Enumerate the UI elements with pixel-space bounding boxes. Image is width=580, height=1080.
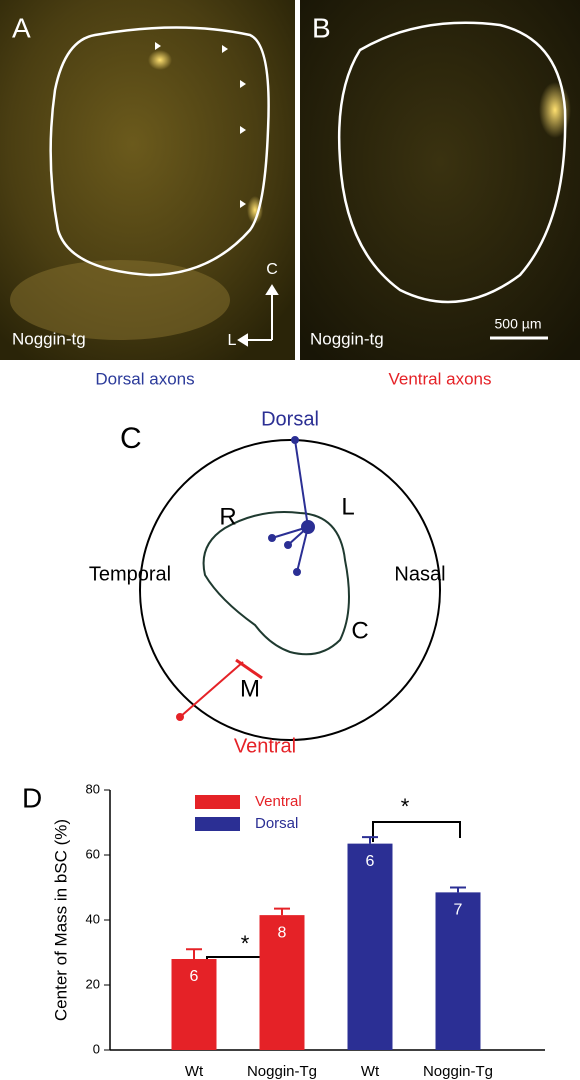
legend-label: Dorsal	[255, 815, 298, 832]
temporal-label: Temporal	[89, 563, 171, 585]
y-axis-title: Center of Mass in bSC (%)	[51, 819, 70, 1021]
micrograph-b	[300, 0, 580, 360]
l-label: L	[341, 493, 354, 520]
y-tick-label: 60	[86, 846, 100, 861]
axon-glow	[148, 50, 172, 70]
bar	[347, 843, 393, 1050]
dorsal-vectors	[268, 436, 315, 576]
x-tick-label: Noggin-Tg	[423, 1063, 493, 1080]
r-label: R	[219, 503, 236, 530]
outline	[337, 21, 567, 304]
c-label: C	[351, 617, 368, 644]
panel-label: Noggin-tg	[12, 329, 86, 348]
inner-outline	[202, 511, 350, 656]
legend-label: Ventral	[255, 793, 302, 810]
outline	[49, 26, 270, 277]
nasal-label: Nasal	[394, 563, 445, 585]
orientation-arrows	[237, 284, 279, 347]
panel-letter: A	[12, 12, 31, 43]
y-tick-label: 40	[86, 911, 100, 926]
x-tick-label: Wt	[185, 1063, 204, 1080]
legend-swatch	[195, 795, 240, 809]
y-tick-label: 20	[86, 976, 100, 991]
x-tick-label: Noggin-Tg	[247, 1063, 317, 1080]
panel-label: Noggin-tg	[310, 329, 384, 348]
y-tick-label: 0	[93, 1041, 100, 1056]
background-glow	[10, 260, 230, 340]
x-tick-label: Wt	[361, 1063, 380, 1080]
axis-label: C	[266, 261, 278, 278]
significance-brackets	[206, 821, 461, 990]
bar	[435, 892, 481, 1050]
bar	[259, 915, 305, 1050]
significance: *	[241, 931, 250, 956]
axis-label: L	[228, 332, 237, 349]
m-label: M	[240, 675, 260, 702]
caption: Ventral axons	[388, 369, 491, 388]
bar	[171, 959, 217, 1050]
caption: Dorsal axons	[95, 369, 194, 388]
outer-circle	[139, 439, 441, 741]
n-label: 6	[366, 853, 375, 870]
dorsal-label: Dorsal	[261, 408, 319, 430]
n-label: 7	[454, 902, 463, 919]
ventral-label: Ventral	[234, 735, 296, 757]
arrowheads	[155, 42, 246, 208]
panel-letter: D	[22, 782, 42, 813]
scale-bar-label: 500 µm	[495, 316, 542, 332]
panel-letter: B	[312, 12, 331, 43]
panel-letter: C	[120, 422, 142, 455]
legend-swatch	[195, 817, 240, 831]
ventral-vector	[176, 658, 263, 721]
n-label: 8	[278, 924, 287, 941]
axon-glow	[247, 196, 263, 224]
y-tick-label: 80	[86, 781, 100, 796]
significance: *	[401, 794, 410, 819]
n-label: 6	[190, 968, 199, 985]
